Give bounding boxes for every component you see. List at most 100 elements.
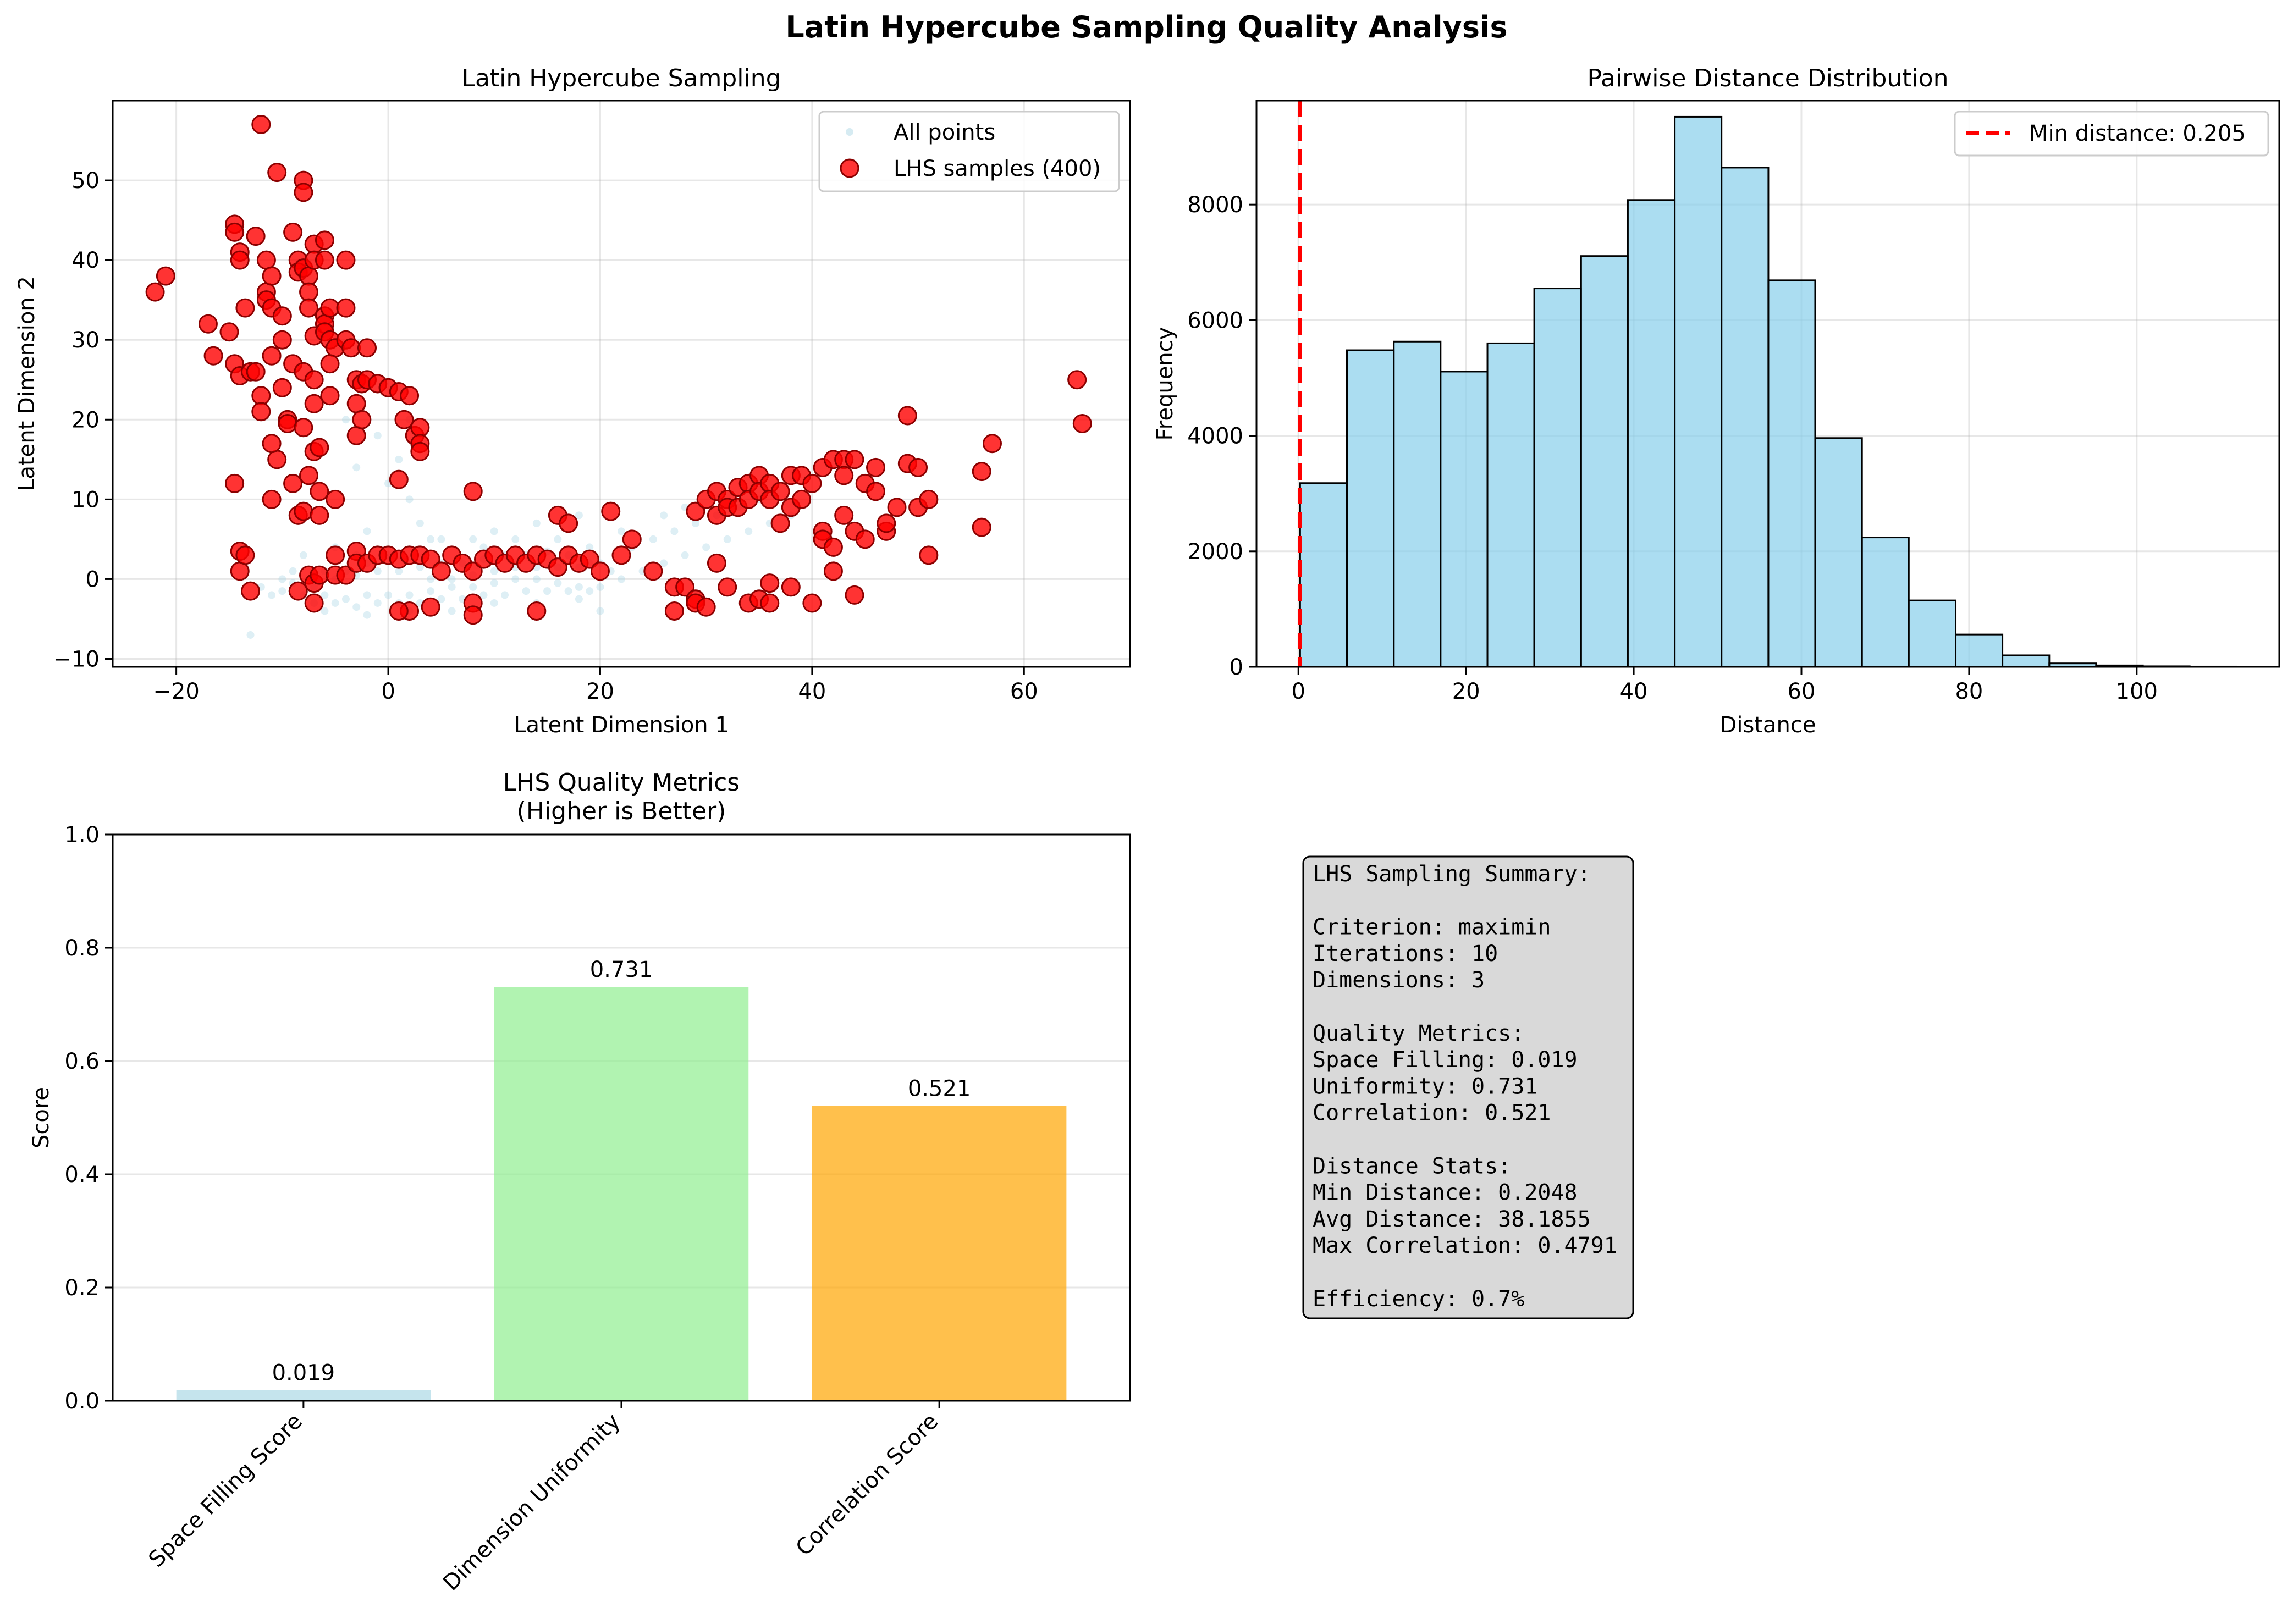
- lhs-sample-marker-46: [299, 282, 319, 302]
- lhs-sample-marker-154: [718, 577, 737, 597]
- scatter-legend: All points LHS samples (400): [818, 111, 1120, 192]
- summary-line-16: Efficiency: 0.7%: [1313, 1286, 1524, 1312]
- histogram-ylabel: Frequency: [1153, 327, 1178, 441]
- lhs-sample-marker-191: [866, 482, 885, 501]
- scatter-xlabel: Latent Dimension 1: [514, 712, 729, 738]
- metrics-value-label-2: 0.521: [908, 1076, 971, 1101]
- lhs-sample-marker-100: [326, 545, 345, 565]
- lhs-sample-marker-67: [320, 386, 340, 406]
- lhs-sample-marker-99: [310, 565, 329, 585]
- summary-line-4: Dimensions: 3: [1313, 968, 1485, 993]
- lhs-sample-marker-87: [410, 418, 430, 438]
- metrics-category-label-0: Space Filling Score: [144, 1409, 307, 1572]
- scatter-ticks: −20 0 20 40 60 −10 0 10 20 30 40 50: [53, 168, 1038, 704]
- all-points-marker-103: [490, 567, 498, 575]
- metrics-title: LHS Quality Metrics: [503, 769, 740, 797]
- lhs-sample-marker-124: [548, 557, 567, 577]
- all-points-marker-71: [437, 535, 445, 543]
- metrics-ytick-label-4: 0.8: [64, 936, 100, 961]
- histogram-bar-8: [1674, 115, 1723, 668]
- histogram-xtick-label-1: 20: [1452, 679, 1480, 704]
- lhs-sample-marker-1: [156, 266, 175, 286]
- all-points-marker-12: [511, 575, 520, 583]
- all-points-marker-7: [405, 591, 414, 599]
- lhs-sample-marker-54: [299, 466, 319, 485]
- scatter-ytick-label-6: 50: [71, 168, 100, 194]
- lhs-sample-marker-28: [267, 450, 287, 469]
- lhs-sample-marker-132: [463, 605, 483, 625]
- metrics-bar-2: [812, 1106, 1067, 1401]
- scatter-ytick-label-4: 30: [71, 328, 100, 353]
- lhs-sample-marker-127: [580, 549, 599, 569]
- lhs-sample-marker-68: [326, 489, 345, 509]
- lhs-sample-marker-151: [707, 553, 726, 573]
- histogram-bar-0: [1299, 482, 1348, 668]
- scatter-frame: [112, 100, 1131, 668]
- lhs-sample-marker-72: [341, 338, 361, 358]
- scatter-ytick-label-5: 40: [71, 248, 100, 273]
- all-points-marker-43: [363, 527, 371, 535]
- lhs-sample-marker-171: [781, 577, 801, 597]
- lhs-sample-marker-144: [686, 501, 705, 521]
- metrics-value-label-0: 0.019: [272, 1360, 335, 1385]
- histogram-ytick-label-1: 2000: [1187, 539, 1243, 565]
- all-points-marker-79: [691, 519, 699, 527]
- metrics-subtitle: (Higher is Better): [517, 797, 726, 825]
- lhs-sample-marker-202: [972, 517, 991, 537]
- all-points-marker-66: [575, 595, 583, 603]
- lhs-sample-marker-90: [225, 473, 245, 493]
- lhs-sample-marker-4: [219, 322, 239, 342]
- lhs-sample-marker-85: [400, 386, 420, 406]
- scatter-panel: Latin Hypercube Sampling −20 0 20 40 60 −10 0 1…: [14, 64, 1131, 738]
- lhs-sample-marker-15: [246, 362, 266, 382]
- lhs-sample-marker-113: [431, 561, 451, 581]
- lhs-sample-marker-9: [235, 298, 255, 318]
- all-points-marker-55: [532, 519, 541, 527]
- lhs-sample-marker-14: [251, 115, 271, 135]
- lhs-sample-marker-75: [346, 426, 366, 445]
- all-points-marker-63: [448, 607, 456, 615]
- lhs-sample-marker-3: [203, 346, 223, 366]
- histogram-bar-1: [1346, 349, 1395, 668]
- lhs-sample-marker-59: [315, 250, 334, 270]
- lhs-sample-marker-95: [288, 581, 308, 601]
- histogram-xtick-label-2: 40: [1620, 679, 1648, 704]
- histogram-bar-3: [1440, 371, 1489, 668]
- histogram-xtick-label-4: 80: [1955, 679, 1983, 704]
- lhs-sample-marker-63: [320, 298, 340, 318]
- lhs-sample-marker-180: [823, 537, 843, 557]
- histogram-bar-5: [1533, 288, 1582, 668]
- scatter-ytick-label-1: 0: [86, 567, 100, 592]
- summary-line-3: Iterations: 10: [1313, 941, 1498, 966]
- metrics-bar-0: [176, 1390, 431, 1401]
- all-points-marker-99: [586, 587, 594, 595]
- lhs-sample-marker-143: [675, 577, 695, 597]
- all-points-marker-77: [649, 535, 657, 543]
- lhs-sample-marker-116: [463, 561, 483, 581]
- histogram-frame: [1255, 100, 2280, 668]
- all-points-marker-49: [427, 535, 435, 543]
- all-points-marker-94: [479, 591, 488, 599]
- histogram-title: Pairwise Distance Distribution: [1587, 64, 1948, 92]
- all-points-marker-47: [405, 495, 414, 504]
- metrics-bar-1: [494, 987, 749, 1401]
- lhs-sample-marker-198: [908, 457, 928, 477]
- lhs-sample-marker-57: [310, 505, 329, 525]
- metrics-ytick-label-0: 0.0: [64, 1389, 100, 1414]
- lhs-sample-marker-17: [251, 402, 271, 422]
- metrics-ytick-label-1: 0.2: [64, 1275, 100, 1301]
- all-points-marker-1: [278, 587, 286, 595]
- scatter-title: Latin Hypercube Sampling: [461, 64, 781, 92]
- summary-line-7: Space Filling: 0.019: [1313, 1047, 1578, 1073]
- summary-box-background: [1302, 855, 1634, 1319]
- histogram-bars: [1299, 115, 2237, 668]
- metrics-panel: LHS Quality Metrics (Higher is Better) 0…: [29, 769, 1131, 1596]
- lhs-sample-marker-142: [664, 601, 684, 621]
- metrics-bars: 0.019 0.731 0.521: [176, 957, 1067, 1401]
- all-points-marker-96: [522, 587, 530, 595]
- all-points-marker-56: [575, 511, 583, 520]
- histogram-bar-12: [1861, 537, 1910, 668]
- histogram-bar-10: [1767, 279, 1816, 668]
- all-points-marker-24: [416, 563, 424, 571]
